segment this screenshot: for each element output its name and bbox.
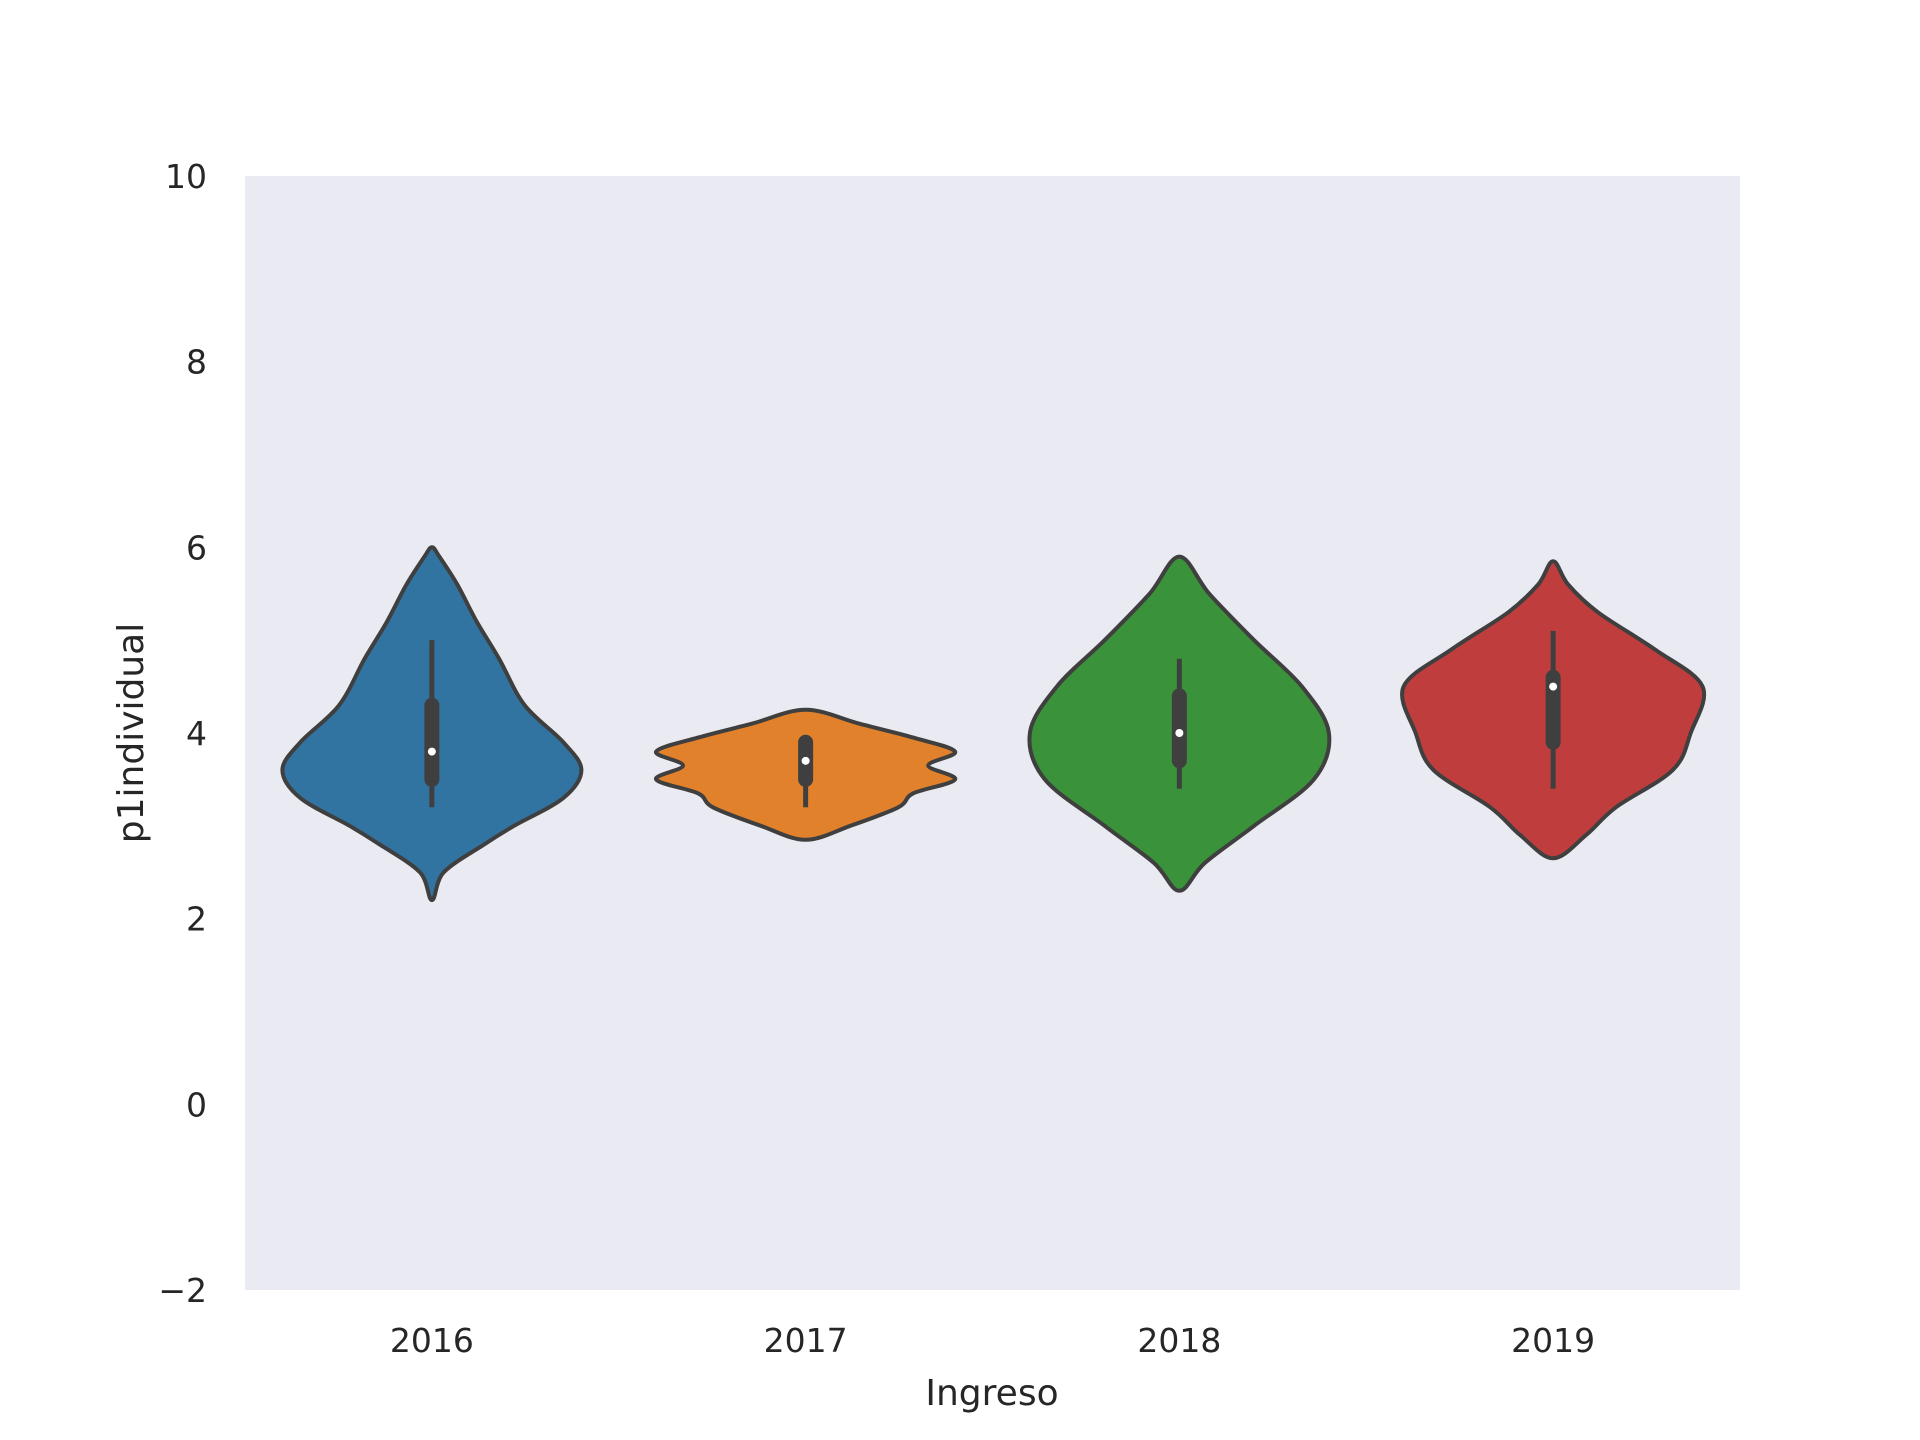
y-tick-label: 10	[165, 157, 207, 196]
violin-median-point	[1175, 729, 1184, 737]
x-axis: 2016 2017 2018 2019	[390, 1321, 1595, 1360]
violins	[280, 545, 1707, 903]
violin-2018	[1027, 554, 1332, 893]
y-tick-label: 0	[186, 1085, 207, 1124]
y-axis-label: p1individual	[111, 623, 152, 843]
y-tick-label: 8	[186, 343, 207, 382]
violin-2019	[1400, 559, 1707, 861]
y-tick-label: 4	[186, 714, 207, 753]
y-tick-label: −2	[158, 1271, 207, 1310]
violin-median-point	[1549, 682, 1558, 691]
y-tick-label: 6	[186, 528, 207, 567]
x-tick-label: 2017	[764, 1321, 848, 1360]
x-tick-label: 2018	[1137, 1321, 1221, 1360]
violin-2016	[280, 545, 584, 903]
violin-2017	[654, 707, 958, 842]
x-axis-label: Ingreso	[925, 1373, 1058, 1414]
y-axis: −2 0 2 4 6 8 10	[158, 157, 207, 1310]
x-tick-label: 2019	[1511, 1321, 1595, 1360]
violin-median-point	[427, 747, 436, 756]
violin-median-point	[801, 756, 810, 765]
y-tick-label: 2	[186, 900, 207, 939]
x-tick-label: 2016	[390, 1321, 474, 1360]
